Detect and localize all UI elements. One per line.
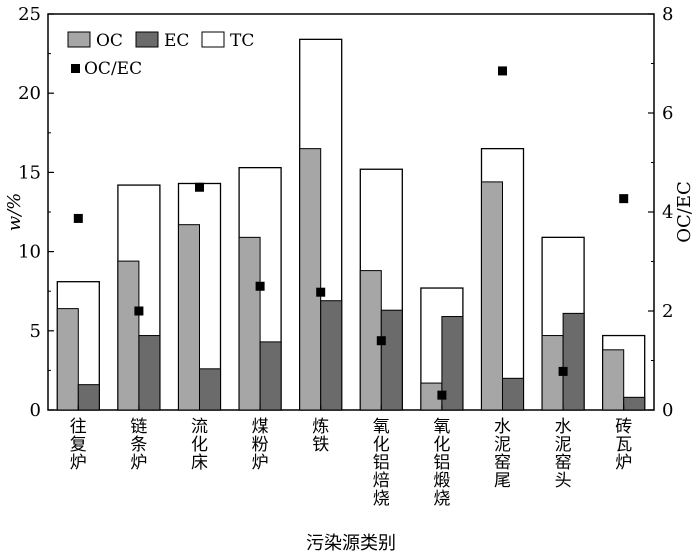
legend-label-tc: TC bbox=[230, 31, 254, 51]
ocec-point bbox=[316, 287, 326, 297]
y-tick-label-left: 15 bbox=[18, 162, 41, 183]
oc-bar bbox=[481, 181, 503, 411]
x-axis-title: 污染源类别 bbox=[306, 533, 396, 554]
y-tick-label-left: 20 bbox=[18, 83, 41, 104]
legend-label-oc: OC bbox=[96, 31, 123, 51]
category-label: 砖瓦炉 bbox=[615, 417, 632, 473]
ec-bar bbox=[77, 384, 100, 411]
y-tick-label-left: 10 bbox=[18, 242, 41, 263]
category-label: 氧化铝焙烧 bbox=[373, 417, 390, 509]
y-tick-label-left: 5 bbox=[30, 321, 41, 342]
ec-bar bbox=[138, 335, 161, 411]
category-label: 煤粉炉 bbox=[252, 417, 269, 473]
ocec-point bbox=[558, 366, 568, 376]
ec-bar bbox=[441, 316, 464, 411]
points-layer bbox=[73, 66, 629, 400]
bars-layer bbox=[56, 38, 646, 411]
y-tick-label-left: 25 bbox=[18, 4, 41, 25]
ocec-point bbox=[619, 194, 629, 204]
category-label: 水泥窑头 bbox=[555, 417, 572, 491]
oc-bar bbox=[56, 308, 79, 411]
legend-swatch-ec bbox=[135, 31, 159, 48]
y-tick-label-right: 4 bbox=[662, 202, 673, 223]
oc-bar bbox=[602, 349, 625, 411]
y-tick-label-right: 2 bbox=[662, 301, 673, 322]
y-tick-label-right: 6 bbox=[662, 103, 673, 124]
ec-bar bbox=[502, 377, 524, 411]
category-label: 流化床 bbox=[191, 417, 208, 473]
ocec-point bbox=[73, 213, 83, 223]
right-axis: 0 2 4 6 8 bbox=[648, 4, 673, 421]
legend-label-ec: EC bbox=[164, 31, 189, 51]
legend-swatch-tc bbox=[201, 31, 225, 48]
ocec-point bbox=[376, 336, 386, 346]
category-label: 炼铁 bbox=[312, 417, 329, 455]
y-axis-title-left: w/% bbox=[4, 193, 25, 232]
y-tick-label-right: 0 bbox=[662, 400, 673, 421]
ec-bar bbox=[199, 368, 221, 411]
oc-bar bbox=[178, 224, 200, 411]
oc-bar bbox=[117, 260, 140, 411]
y-tick-label-left: 0 bbox=[30, 400, 41, 421]
legend-swatch-oc bbox=[67, 31, 91, 48]
category-label: 链条炉 bbox=[130, 417, 147, 473]
ocec-point bbox=[195, 182, 204, 192]
oc-bar bbox=[299, 148, 322, 411]
ec-bar bbox=[562, 312, 585, 411]
category-label: 氧化铝煅烧 bbox=[433, 417, 450, 509]
ec-bar bbox=[320, 300, 343, 411]
ec-bar bbox=[259, 341, 282, 411]
ocec-point bbox=[437, 390, 447, 400]
ec-bar bbox=[623, 396, 646, 411]
y-tick-label-right: 8 bbox=[662, 4, 673, 25]
category-label: 往复炉 bbox=[70, 417, 87, 473]
left-axis: 0 5 10 15 20 25 bbox=[18, 4, 54, 421]
ocec-point bbox=[498, 66, 507, 76]
ec-bar bbox=[380, 309, 403, 411]
category-label: 水泥窑尾 bbox=[494, 417, 511, 491]
ocec-point bbox=[255, 281, 265, 291]
legend: OC EC TC OC/EC bbox=[67, 31, 254, 79]
y-axis-title-right: OC/EC bbox=[674, 181, 695, 243]
oc-bar bbox=[238, 236, 261, 411]
ocec-point bbox=[134, 306, 144, 316]
legend-label-ocec: OC/EC bbox=[84, 59, 142, 79]
category-labels: 往复炉 链条炉 流化床 煤粉炉 炼铁 氧化铝焙烧 氧化铝煅烧 水泥窑尾 水泥窑头 砖瓦炉 bbox=[70, 405, 632, 509]
legend-marker-ocec bbox=[71, 64, 80, 73]
